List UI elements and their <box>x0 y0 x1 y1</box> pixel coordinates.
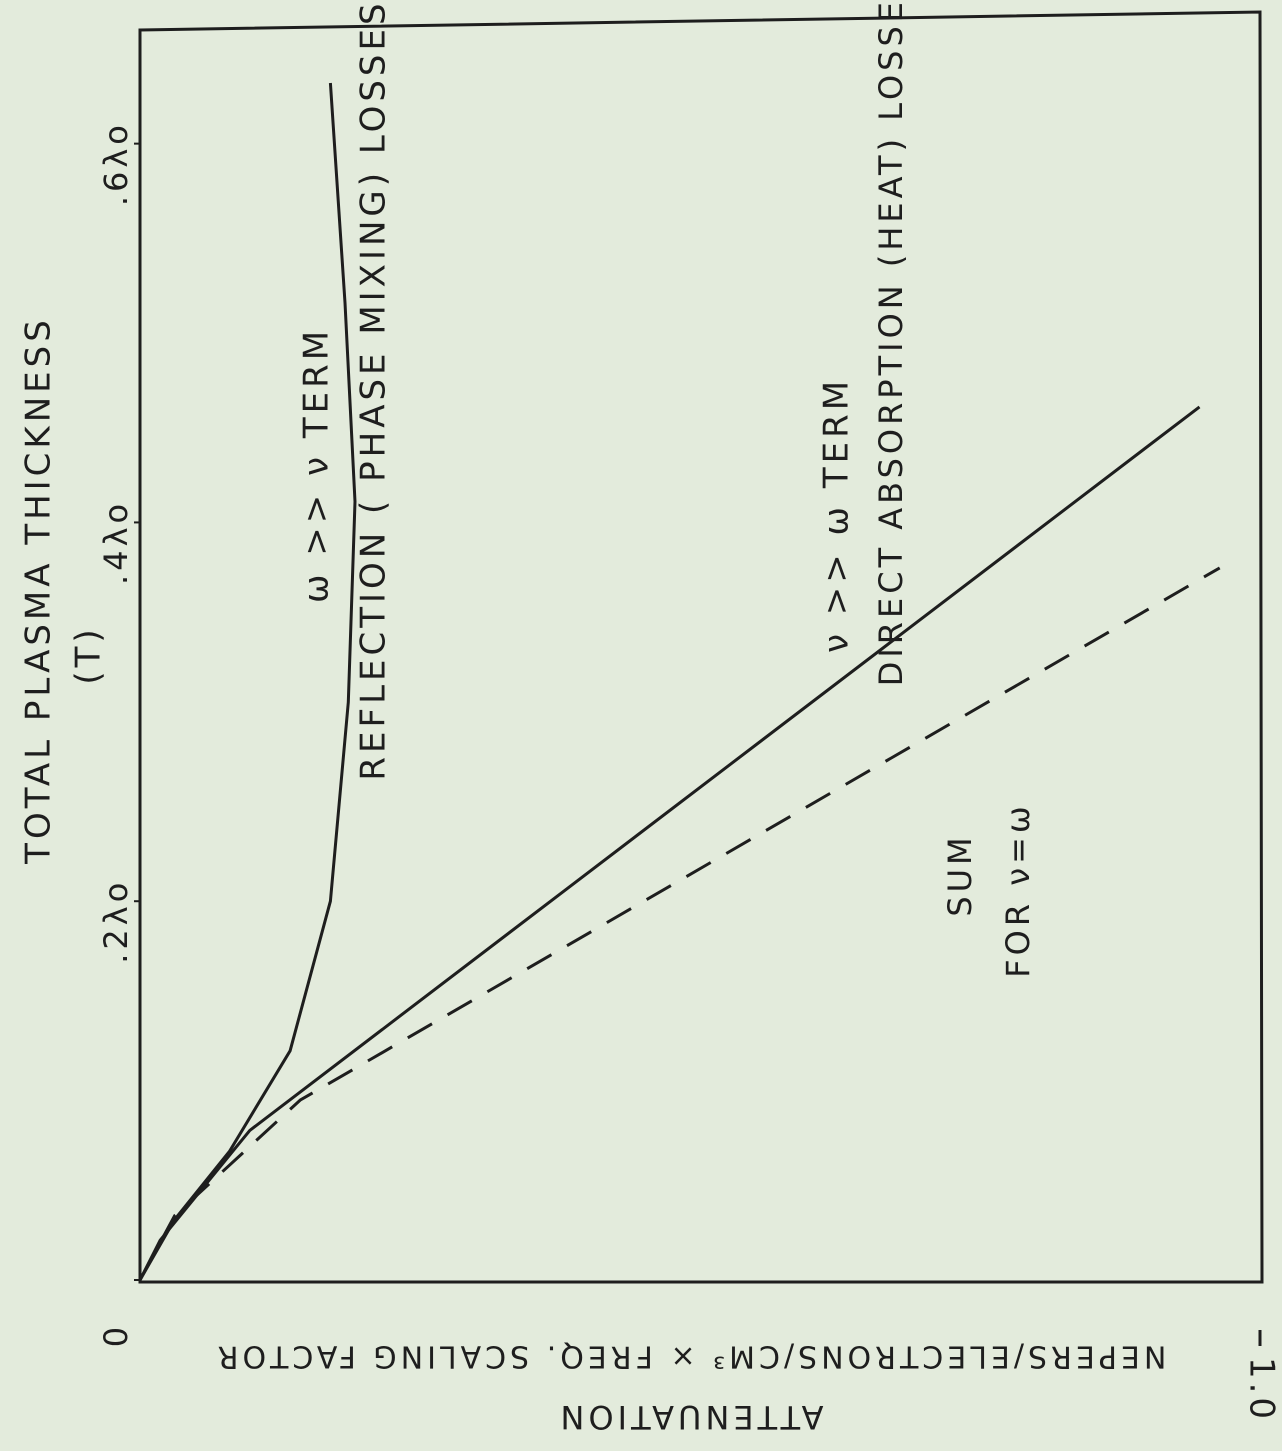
annotation: DIRECT ABSORPTION (HEAT) LOSSES <box>872 0 910 686</box>
background <box>0 0 1282 1451</box>
chart: TOTAL PLASMA THICKNESS (T) NEPERS/ELECTR… <box>0 0 1282 1451</box>
y-tick-label: .4λo <box>97 500 135 585</box>
annotation: REFLECTION ( PHASE MIXING) LOSSES <box>354 0 394 781</box>
y-tick-label: 0 <box>97 1323 135 1347</box>
annotation: ω >> ν TERM <box>297 327 337 603</box>
x-axis-title: NEPERS/ELECTRONS/CM³ × FREQ. SCALING FAC… <box>214 1339 1167 1374</box>
y-tick-label: .6λo <box>97 121 135 206</box>
y-axis-subtitle: (T) <box>69 625 109 684</box>
x-tick-label: 1.0 <box>1242 1357 1282 1423</box>
x-axis-subtitle: ATTENUATION <box>556 1398 823 1436</box>
annotation: SUM <box>941 833 979 916</box>
annotation: FOR ν=ω <box>999 802 1037 977</box>
y-tick-label: .2λo <box>97 879 135 964</box>
y-axis-title: TOTAL PLASMA THICKNESS <box>19 316 59 865</box>
annotation: ν >> ω TERM <box>817 377 857 653</box>
